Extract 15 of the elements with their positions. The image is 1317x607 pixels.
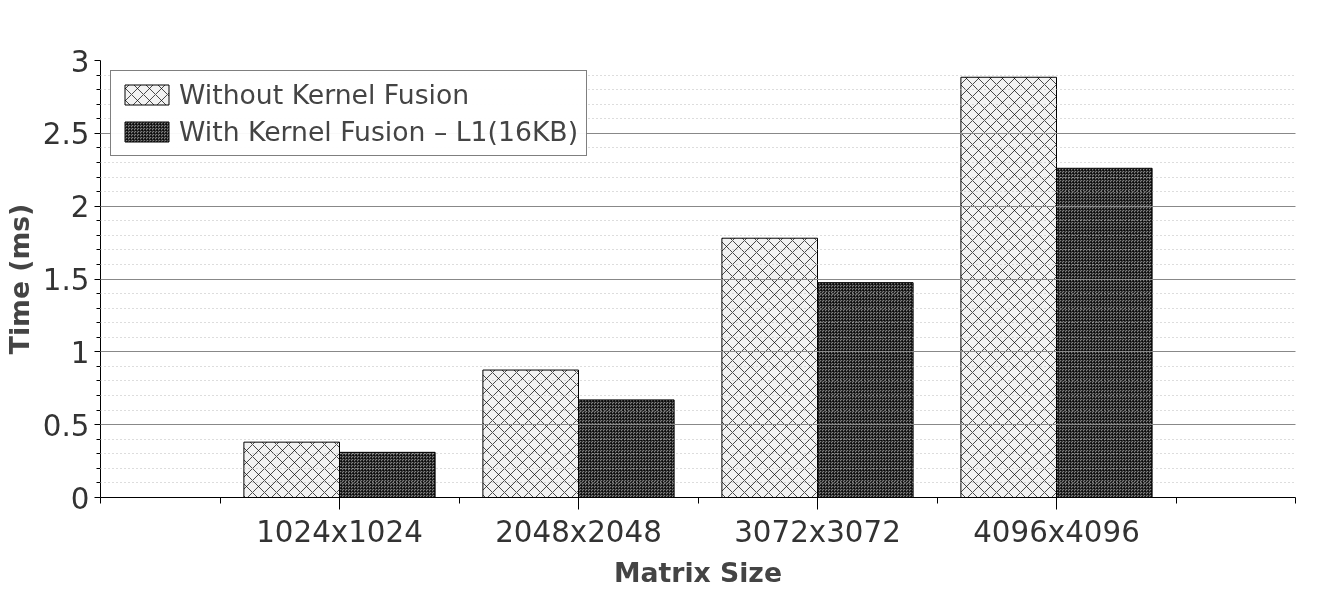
legend-label: Without Kernel Fusion	[179, 79, 470, 110]
y-tick-label: 0	[70, 481, 90, 516]
y-tick-label: 0.5	[42, 408, 90, 443]
y-tick-label: 1	[70, 335, 90, 370]
y-tick-label: 3	[70, 44, 90, 79]
y-tick-label: 1.5	[42, 263, 90, 297]
y-tick-label: 2	[70, 190, 90, 225]
x-tick-label: 1024x1024	[256, 514, 423, 549]
x-tick-label: 4096x4096	[973, 514, 1140, 549]
x-tick-label: 3072x3072	[734, 514, 901, 549]
y-axis-title: Time (ms)	[3, 203, 35, 355]
x-tick-label: 2048x2048	[495, 514, 662, 549]
x-axis-title: Matrix Size	[614, 556, 782, 588]
y-tick-label: 2.5	[42, 117, 90, 152]
legend-label: With Kernel Fusion – L1(16KB)	[179, 116, 579, 147]
